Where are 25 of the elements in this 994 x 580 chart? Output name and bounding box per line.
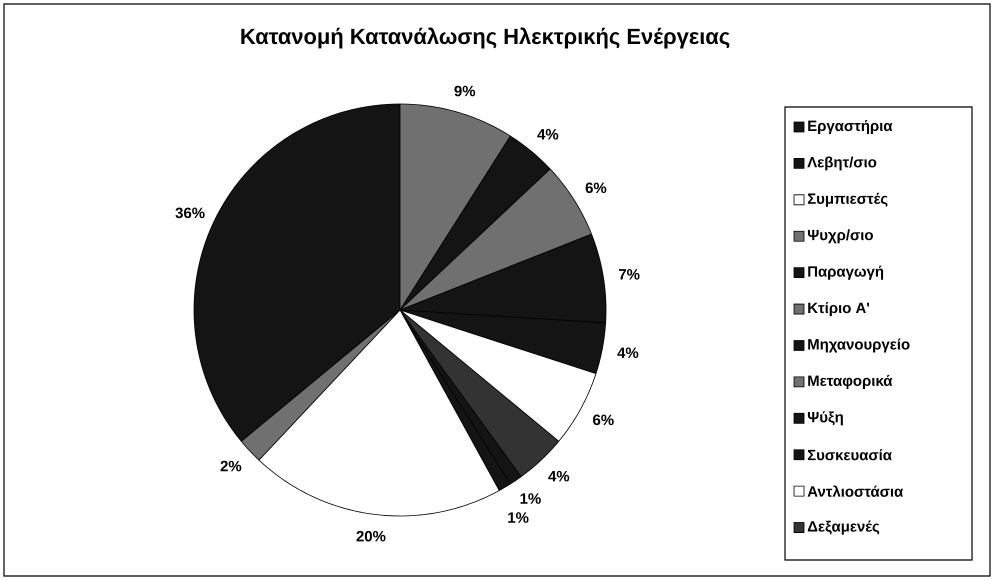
data-label: 20% (356, 530, 386, 542)
legend-label: Εργαστήρια (808, 120, 892, 134)
data-label: 7% (618, 269, 640, 280)
data-label: 36% (175, 208, 205, 218)
legend-label: Κτίριο Α' (808, 302, 870, 316)
legend-label: Συμπιεστές (808, 192, 888, 207)
data-label: 6% (586, 182, 606, 194)
legend-label: Λεβητ/σιο (807, 156, 876, 170)
data-label: 2% (220, 460, 242, 472)
legend-label: Δεξαμενές (808, 520, 880, 535)
legend-label: Ψύξη (808, 411, 843, 426)
data-label: 9% (454, 86, 476, 96)
legend-label: Μεταφορικά (808, 374, 892, 389)
data-label: 4% (537, 129, 558, 140)
legend-label: Παραγωγή (808, 266, 884, 280)
data-label: 4% (617, 347, 638, 358)
chart-title: Κατανομή Κατανάλωσης Ηλεκτρικής Ενέργειας (241, 27, 730, 48)
data-label: 4% (548, 470, 570, 482)
data-label: 1% (508, 512, 529, 523)
data-label: 6% (593, 414, 614, 426)
legend-label: Μηχανουργείο (808, 338, 910, 353)
data-label: 1% (520, 493, 541, 504)
legend-label: Συσκευασία (808, 449, 892, 460)
legend-label: Ψυχρ/σιο (808, 229, 873, 244)
legend-label: Αντλιοστάσια (808, 485, 904, 497)
